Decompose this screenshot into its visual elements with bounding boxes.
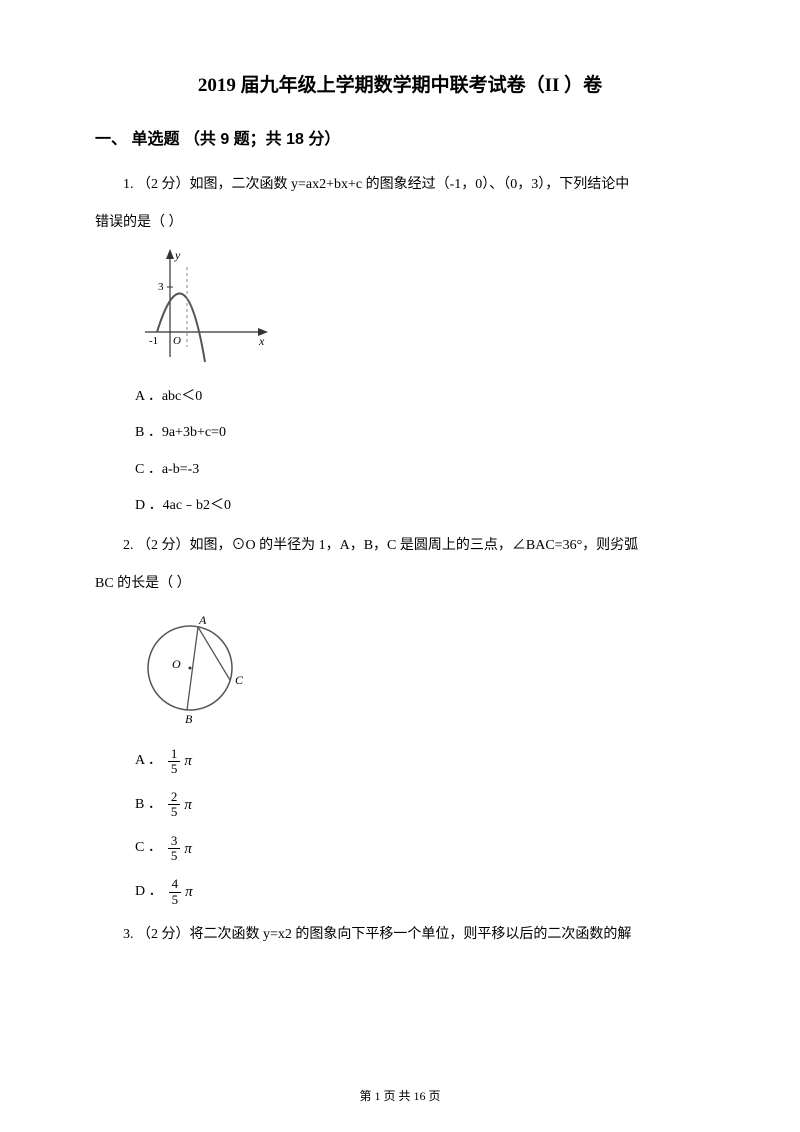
pi-symbol: π — [184, 793, 192, 817]
q1-option-d: D ．4ac﹣b2＜0 — [135, 495, 705, 517]
q2-option-a: A ． 15 π — [135, 747, 705, 777]
section-heading: 一、 单选题 （共 9 题；共 18 分） — [95, 125, 705, 149]
pi-symbol: π — [184, 749, 192, 773]
q2-option-d: D ． 45 π — [135, 877, 705, 907]
q1-stem-line1: 1. （2 分）如图，二次函数 y=ax2+bx+c 的图象经过（-1，0）、（… — [95, 171, 705, 199]
label-origin: O — [173, 335, 181, 347]
q2-stem-line2: BC 的长是（ ） — [95, 570, 705, 598]
q1-option-a: A ．abc＜0 — [135, 386, 705, 408]
label-B: B — [185, 712, 193, 726]
q1-option-c: C ．a-b=-3 — [135, 459, 705, 481]
option-label: C ． — [135, 837, 162, 859]
x-axis-label: x — [258, 334, 265, 348]
option-label: D ． — [135, 881, 163, 903]
pi-symbol: π — [185, 880, 193, 904]
fraction-icon: 15 — [168, 747, 181, 777]
q1-option-b: B ．9a+3b+c=0 — [135, 422, 705, 444]
q1-stem-line2: 错误的是（ ） — [95, 209, 705, 237]
label-3: 3 — [158, 281, 164, 293]
y-axis-label: y — [174, 248, 181, 262]
q3-stem-line1: 3. （2 分）将二次函数 y=x2 的图象向下平移一个单位，则平移以后的二次函… — [95, 921, 705, 949]
fraction-icon: 45 — [169, 877, 182, 907]
q2-option-c: C ． 35 π — [135, 834, 705, 864]
option-label: B ． — [135, 794, 162, 816]
q2-stem-line1: 2. （2 分）如图，⊙O 的半径为 1，A，B，C 是圆周上的三点，∠BAC=… — [95, 532, 705, 560]
page-footer: 第 1 页 共 16 页 — [0, 1087, 800, 1104]
q2-option-b: B ． 25 π — [135, 790, 705, 820]
parabola-graph-icon: y x 3 -1 O — [135, 247, 275, 367]
page-title: 2019 届九年级上学期数学期中联考试卷（II ）卷 — [95, 70, 705, 97]
label-center: O — [172, 657, 181, 671]
option-label: A ． — [135, 750, 162, 772]
fraction-icon: 25 — [168, 790, 181, 820]
pi-symbol: π — [184, 837, 192, 861]
q1-figure: y x 3 -1 O — [135, 247, 705, 372]
circle-diagram-icon: O A B C — [135, 608, 265, 728]
label-C: C — [235, 673, 244, 687]
label-A: A — [198, 613, 207, 627]
fraction-icon: 35 — [168, 834, 181, 864]
label-minus1: -1 — [149, 335, 158, 347]
q2-figure: O A B C — [135, 608, 705, 733]
